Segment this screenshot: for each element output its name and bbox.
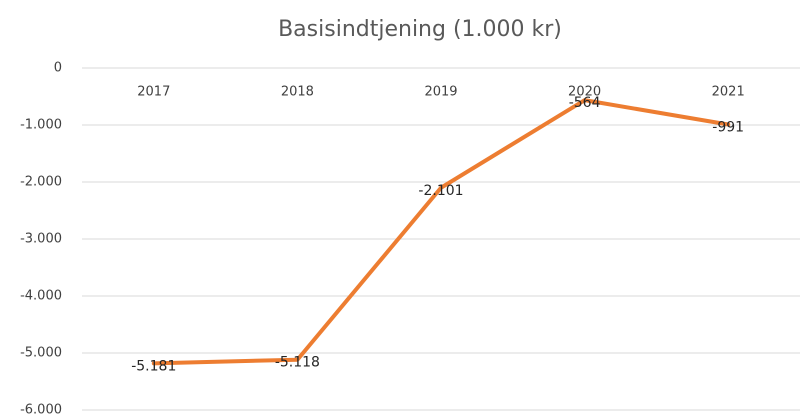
line xyxy=(151,98,731,366)
y-tick-label: -1.000 xyxy=(20,118,62,133)
data-label: -2.101 xyxy=(418,183,463,199)
data-label: -5.181 xyxy=(131,358,176,374)
x-tick-label: 2019 xyxy=(424,85,457,100)
y-tick-label: 0 xyxy=(54,61,62,76)
data-label: -991 xyxy=(712,119,744,135)
x-tick-label: 2018 xyxy=(281,85,314,100)
y-tick-label: -3.000 xyxy=(20,232,62,247)
y-tick-label: -2.000 xyxy=(20,175,62,190)
chart-title: Basisindtjening (1.000 kr) xyxy=(278,17,562,42)
x-tick-label: 2017 xyxy=(137,85,170,100)
y-tick-label: -6.000 xyxy=(20,403,62,418)
x-tick-label: 2021 xyxy=(712,85,745,100)
data-label: -564 xyxy=(569,95,601,111)
x-tick-label: 2020 xyxy=(568,85,601,100)
y-tick-label: -4.000 xyxy=(20,289,62,304)
y-tick-label: -5.000 xyxy=(20,346,62,361)
data-label: -5.118 xyxy=(275,355,320,371)
